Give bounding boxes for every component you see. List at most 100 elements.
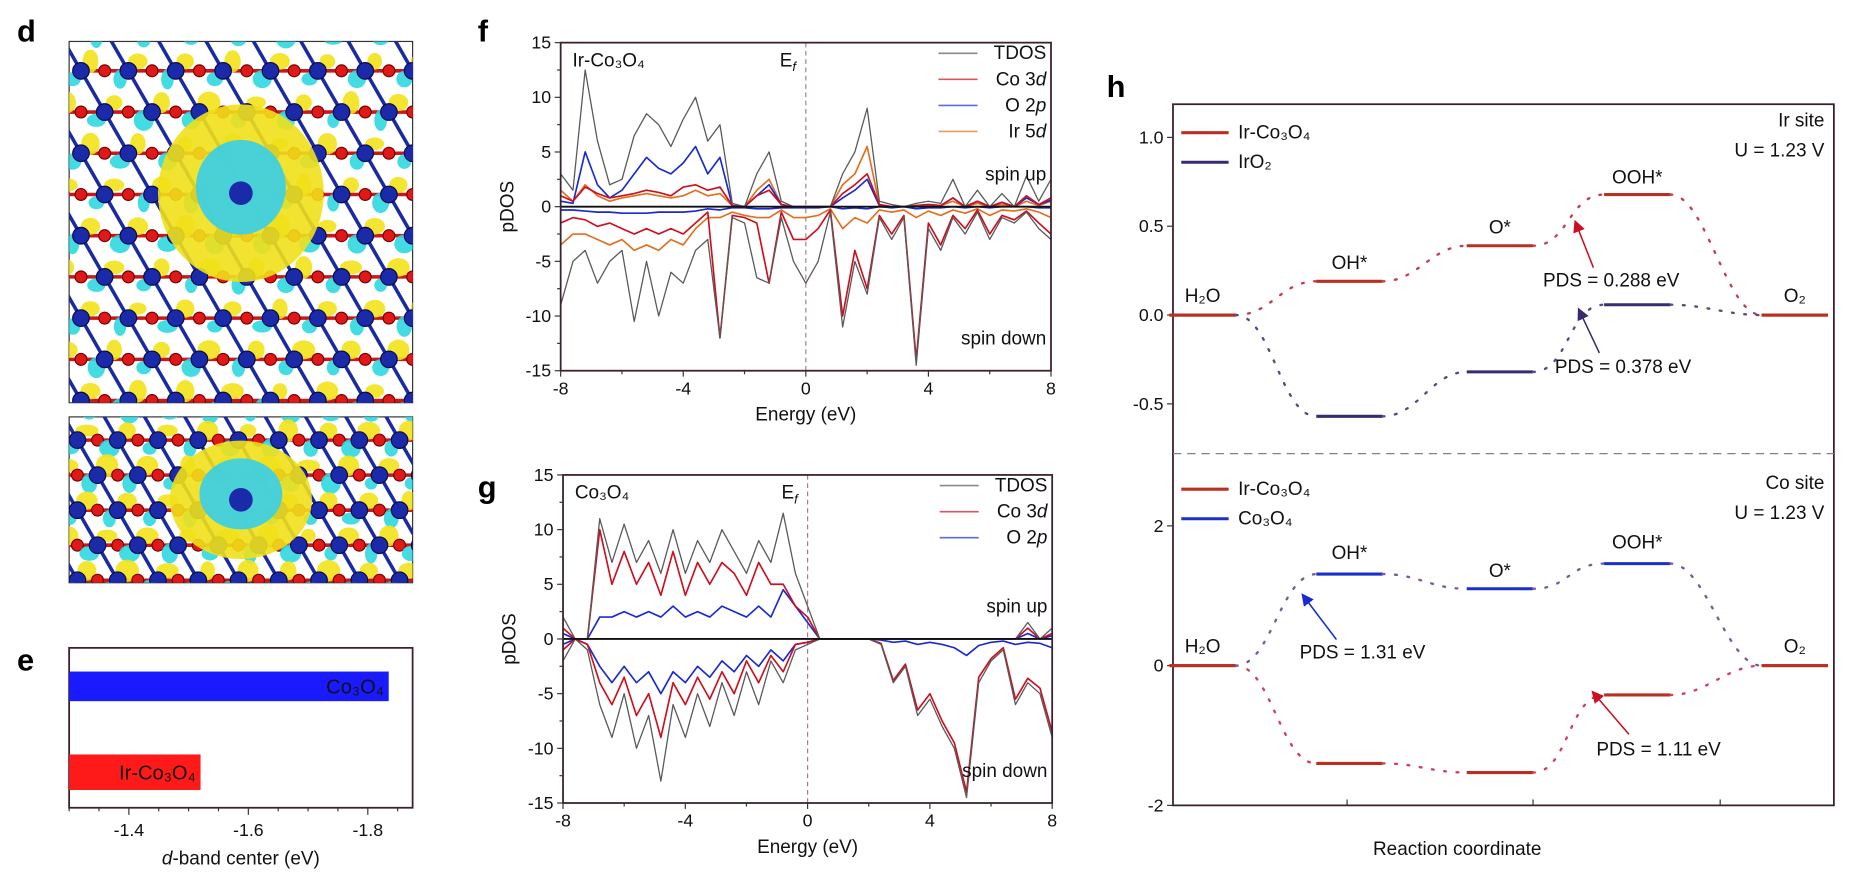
o-atom <box>358 187 372 201</box>
connector-dotted <box>1669 664 1763 697</box>
o-atom <box>312 24 324 36</box>
charge-density-side-view-image <box>39 397 466 615</box>
co-atom <box>380 103 398 121</box>
connector-dotted <box>1234 313 1318 418</box>
spin-down-label: spin down <box>962 761 1047 782</box>
x-tick-label: -1.4 <box>114 820 145 840</box>
charge-blob-yellow <box>57 11 76 29</box>
co-atom <box>190 350 209 369</box>
series-co-3d-spin-down <box>560 209 1052 361</box>
co-atom <box>261 61 280 80</box>
x-axis-label-italic: d <box>162 849 174 870</box>
o-atom <box>131 573 145 583</box>
x-axis-label-rest: -band center (eV) <box>172 849 319 870</box>
series-o-2p-spin-up <box>562 588 1053 640</box>
d-band-center-chart: Co₃O₄ Ir-Co₃O₄ -1.4 -1.6 -1.8 d-band cente… <box>68 646 414 870</box>
o-atom <box>169 270 183 284</box>
charge-blob-cyan <box>276 41 296 49</box>
co-atom <box>72 391 90 403</box>
o-atom <box>335 146 349 160</box>
o-atom <box>434 469 446 481</box>
o-atom <box>358 270 372 284</box>
o-atom <box>145 146 159 160</box>
o-atom <box>70 538 84 552</box>
bond <box>440 580 460 615</box>
charge-blob-yellow <box>389 11 407 29</box>
charge-blob-yellow <box>422 526 437 546</box>
free-energy-diagram: Reaction coordinate 1.0 0.5 0.0 -0.5 Ir-Co₃O₄… <box>1133 103 1835 860</box>
legend-label-ir-5d: Ir 5d <box>1008 121 1047 142</box>
legend-label-main: Co 3 <box>997 502 1037 523</box>
charge-blob-cyan <box>305 581 316 583</box>
co-atom <box>95 350 114 369</box>
panel-label-d: d <box>17 13 36 48</box>
co-atom <box>403 309 413 328</box>
y-tick-label: 0.0 <box>1139 305 1164 325</box>
co-atom <box>108 431 127 449</box>
panel-label-f: f <box>478 13 489 48</box>
o-atom <box>335 394 349 403</box>
bond <box>317 579 323 583</box>
co-atom <box>191 21 208 38</box>
charge-blob-cyan <box>165 402 170 403</box>
o-atom <box>454 434 466 446</box>
o-atom <box>192 394 206 403</box>
co-atom <box>189 571 208 583</box>
o-atom <box>332 503 346 517</box>
x-tick-label: 8 <box>1046 378 1056 398</box>
y-tick-label: 10 <box>531 87 551 107</box>
step-label-2: O* <box>1489 217 1512 238</box>
co-atom <box>410 469 413 481</box>
legend-label-italic: p <box>1035 95 1047 116</box>
o-atom <box>211 573 225 583</box>
o-atom <box>312 538 326 552</box>
pds-annotation: PDS = 0.288 eV <box>1543 271 1680 292</box>
x-tick-label: -8 <box>553 378 569 398</box>
co-atom <box>370 466 389 485</box>
co-atom <box>310 571 328 583</box>
y-tick-label: -10 <box>528 738 554 758</box>
co-atom <box>214 61 232 80</box>
o-atom <box>335 311 349 325</box>
charge-blob-cyan <box>372 41 389 46</box>
y-tick-label: 0 <box>541 197 551 217</box>
co-atom <box>290 536 308 555</box>
charge-blob-cyan <box>120 416 139 424</box>
o-atom <box>131 503 145 517</box>
o-atom <box>265 24 277 36</box>
co-atom <box>128 466 147 485</box>
charge-blob-cyan <box>400 401 409 403</box>
fermi-label-main: E <box>782 483 795 504</box>
o-atom <box>217 24 229 36</box>
o-atom <box>151 468 165 482</box>
co-atom <box>390 431 409 449</box>
charge-blob-yellow <box>69 92 76 114</box>
panel-label-g: g <box>478 469 497 504</box>
bar-label-ir-co3o4: Ir-Co₃O₄ <box>119 762 196 784</box>
y-tick-label: -10 <box>526 306 552 326</box>
co-atom <box>119 144 138 163</box>
o-atom <box>121 352 135 366</box>
charge-blob-cyan <box>39 405 59 422</box>
co-atom <box>49 467 66 484</box>
site-label: Ir site <box>1778 111 1824 132</box>
o-atom <box>145 64 159 78</box>
charge-blob-cyan <box>105 581 114 583</box>
legend-label-1: IrO₂ <box>1238 152 1272 173</box>
co-atom <box>239 21 256 38</box>
o-atom <box>252 573 266 583</box>
co-atom <box>95 268 114 286</box>
co-atom <box>411 397 428 414</box>
o-atom <box>372 433 386 447</box>
o-atom <box>358 105 372 119</box>
charge-blob-cyan <box>244 416 257 422</box>
o-atom <box>311 270 325 284</box>
o-atom <box>332 433 346 447</box>
o-atom <box>131 433 145 447</box>
x-axis-label: d-band center (eV) <box>162 849 320 870</box>
co-atom <box>72 144 90 163</box>
bond <box>411 235 413 240</box>
connector-dotted <box>1234 572 1318 667</box>
co-atom <box>380 185 398 204</box>
co-atom <box>72 61 90 80</box>
